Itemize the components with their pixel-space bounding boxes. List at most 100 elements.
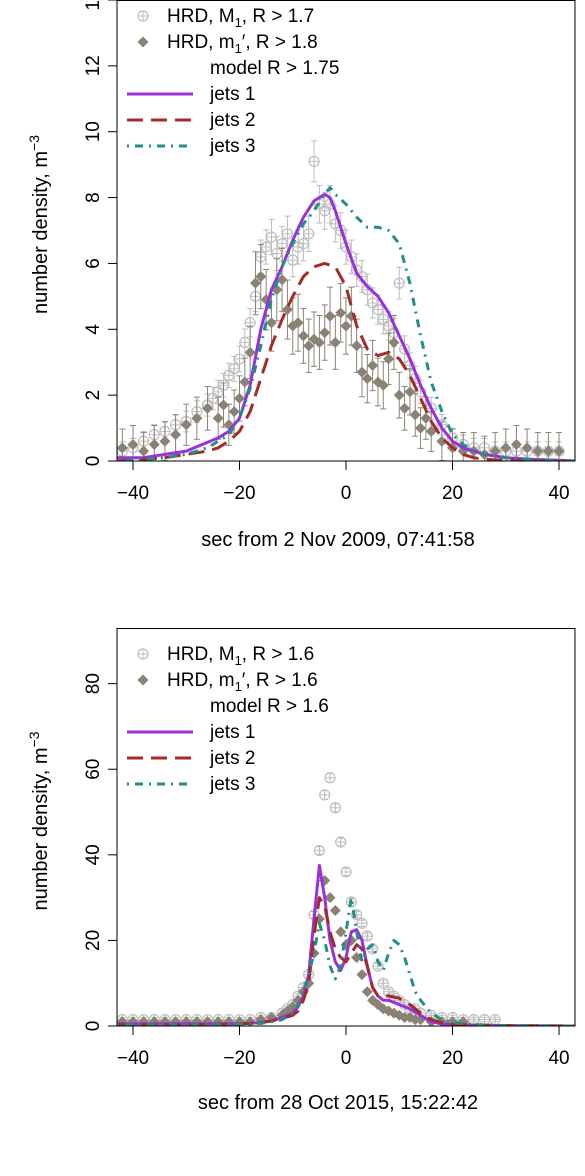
data-point <box>249 277 261 289</box>
data-point <box>276 274 288 286</box>
chart-2: −40 −20 0 20 40 0 20 40 60 80 sec from 28 Oct 2015… <box>26 628 576 1114</box>
x-tick-label: 0 <box>341 483 352 504</box>
legend-label: jets 3 <box>209 136 255 157</box>
legend-label-text: HRD, m <box>167 32 235 53</box>
data-point <box>436 435 448 447</box>
legend-label-text: model R > 1.6 <box>210 696 329 717</box>
legend-label-subscript: 1 <box>235 653 242 668</box>
series-line-jets-3 <box>117 896 575 1026</box>
data-point <box>335 307 347 319</box>
y-tick-label: 0 <box>83 456 104 467</box>
legend-label: model R > 1.75 <box>210 58 339 79</box>
data-point <box>420 412 432 424</box>
data-point <box>383 353 395 365</box>
data-point <box>180 419 192 431</box>
legend-label-rest: ′, R > 1.8 <box>242 32 318 53</box>
y-tick-label: 40 <box>83 844 104 865</box>
legend-label-text: HRD, M <box>167 6 235 27</box>
data-point <box>329 336 341 348</box>
data-point <box>148 439 160 451</box>
x-axis-label: sec from 28 Oct 2015, 15:22:42 <box>198 1092 478 1114</box>
data-point <box>313 336 325 348</box>
data-point <box>367 360 379 372</box>
legend-label-rest: ′, R > 1.6 <box>242 670 318 691</box>
y-axis-label-text: number density, m <box>30 747 52 910</box>
legend-label: jets 1 <box>209 722 255 743</box>
y-tick-label: 14 <box>83 0 104 11</box>
data-point <box>297 330 309 342</box>
y-axis-label-unit-exponent: −3 <box>26 731 42 747</box>
legend-label-subscript: 1 <box>235 15 242 30</box>
x-tick-label: −20 <box>223 483 255 504</box>
data-point <box>340 320 352 332</box>
data-point <box>356 366 368 378</box>
plot-area <box>117 140 575 461</box>
data-point <box>117 442 128 454</box>
data-point <box>255 271 267 283</box>
series-line-jets-1 <box>117 192 575 461</box>
y-tick-label: 80 <box>83 673 104 694</box>
x-tick-label: −40 <box>117 1048 149 1069</box>
data-point <box>191 412 203 424</box>
series-line-jets-3 <box>117 186 575 461</box>
legend-marker-diamond <box>137 36 149 48</box>
data-point <box>303 340 315 352</box>
data-point <box>351 340 363 352</box>
y-axis-label-unit-exponent: −3 <box>26 135 42 151</box>
data-point <box>532 445 544 457</box>
legend-label-text: jets 1 <box>209 722 255 743</box>
legend-label: HRD, m1′, R > 1.6 <box>167 670 318 694</box>
y-axis-label: number density, m−3 <box>26 135 52 314</box>
data-point <box>521 442 533 454</box>
legend-marker-diamond <box>137 674 149 686</box>
data-point <box>319 327 331 339</box>
data-point <box>170 429 182 441</box>
plot-area <box>117 772 575 1026</box>
data-point <box>361 373 373 385</box>
data-point <box>329 904 341 916</box>
y-axis-label: number density, m−3 <box>26 731 52 910</box>
data-point <box>500 442 512 454</box>
data-point <box>127 439 139 451</box>
data-point <box>377 379 389 391</box>
data-point <box>388 336 400 348</box>
data-point <box>255 1014 267 1026</box>
data-point <box>335 926 347 938</box>
data-point <box>239 376 251 388</box>
legend-label-text: jets 2 <box>209 110 255 131</box>
y-tick-label: 6 <box>83 258 104 269</box>
legend-label: jets 2 <box>209 110 255 131</box>
data-point <box>425 425 437 437</box>
point-series-hrd-m1p <box>117 244 565 461</box>
x-tick-label: 40 <box>548 1048 569 1069</box>
data-point <box>399 402 411 414</box>
data-point <box>324 310 336 322</box>
data-point <box>361 986 373 998</box>
x-tick-label: 40 <box>548 483 569 504</box>
legend-label-text: jets 2 <box>209 748 255 769</box>
legend-label-text: jets 3 <box>209 136 255 157</box>
data-point <box>202 402 214 414</box>
y-tick-label: 12 <box>83 55 104 76</box>
series-line-jets-2 <box>117 261 575 461</box>
legend-label: HRD, M1, R > 1.6 <box>167 644 314 668</box>
x-tick-label: 20 <box>442 483 463 504</box>
legend-label: model R > 1.6 <box>210 696 329 717</box>
legend-label: HRD, M1, R > 1.7 <box>167 6 314 30</box>
data-point <box>393 389 405 401</box>
data-point <box>212 412 224 424</box>
y-axis-label-text: number density, m <box>30 151 52 314</box>
data-point <box>489 445 501 457</box>
data-point <box>244 346 256 358</box>
legend-label-text: model R > 1.75 <box>210 58 339 79</box>
x-tick-label: 0 <box>341 1048 352 1069</box>
y-tick-label: 60 <box>83 759 104 780</box>
chart-1: −40 −20 0 20 40 0 2 4 6 8 10 12 14 sec from 2 Nov 200… <box>26 0 576 551</box>
x-tick-label: 20 <box>442 1048 463 1069</box>
legend-label: jets 3 <box>209 774 255 795</box>
data-point <box>281 304 293 316</box>
data-point <box>292 317 304 329</box>
